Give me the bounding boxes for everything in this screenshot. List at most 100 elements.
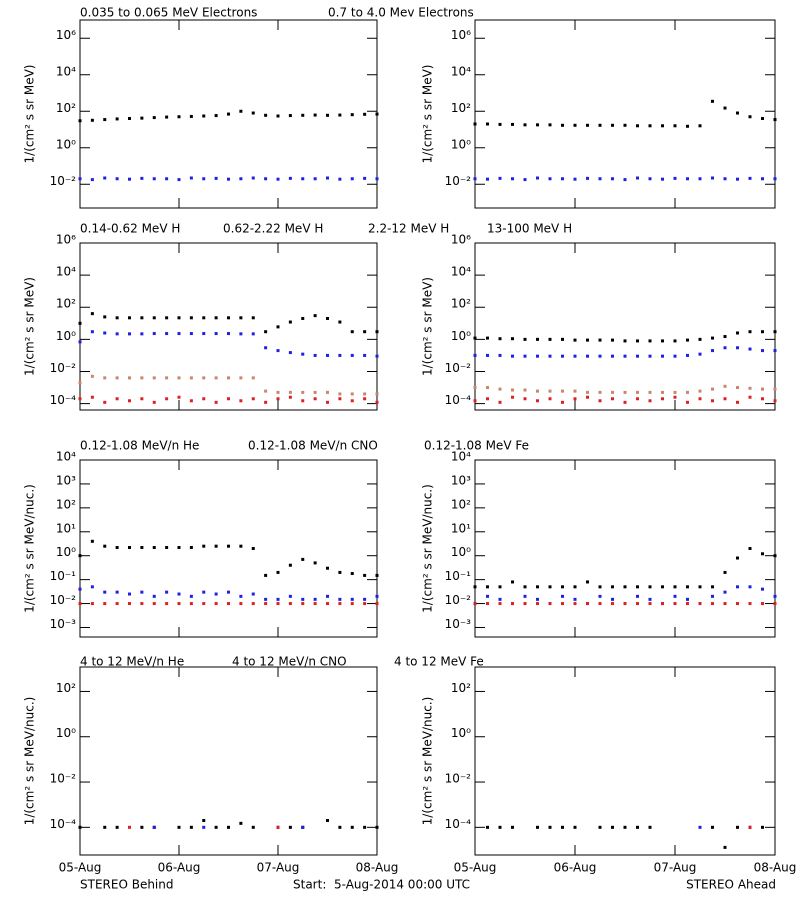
y-tick-label: 10² [451, 297, 471, 311]
data-point [686, 124, 689, 128]
data-point [561, 123, 564, 127]
data-point [598, 825, 602, 829]
data-point [239, 602, 243, 606]
y-axis-label: 1/(cm² s sr MeV) [421, 277, 435, 376]
data-point [536, 123, 539, 127]
data-point [698, 585, 702, 589]
data-point [338, 397, 342, 401]
data-point [363, 825, 367, 829]
data-point [586, 602, 589, 606]
data-point [498, 825, 502, 829]
y-axis-label: 1/(cm² s sr MeV/nuc.) [421, 484, 435, 613]
data-point [103, 400, 107, 404]
data-point [673, 339, 677, 343]
data-point [264, 177, 268, 181]
data-point [661, 177, 664, 181]
data-point [636, 594, 639, 598]
data-point [375, 594, 379, 598]
data-point [165, 590, 169, 594]
data-point [486, 177, 489, 181]
data-point [611, 354, 614, 358]
data-point [78, 381, 82, 385]
data-point [548, 123, 552, 127]
y-tick-label: 10⁰ [56, 545, 76, 559]
y-axis-label: 1/(cm² s sr MeV/nuc.) [421, 697, 435, 826]
data-point [140, 397, 144, 401]
plot-frame [474, 19, 776, 209]
data-point [511, 580, 514, 584]
y-tick-label: 10² [56, 681, 76, 695]
data-point [623, 400, 627, 404]
data-point [90, 539, 94, 543]
y-tick-label: 10² [56, 101, 76, 115]
data-point [202, 819, 206, 823]
data-point [611, 597, 614, 601]
data-point [473, 336, 477, 340]
plot-frame [79, 666, 378, 856]
data-point [548, 602, 552, 606]
data-point [264, 113, 268, 117]
legend-entry: 4 to 12 MeV Fe [394, 655, 484, 669]
data-point [78, 554, 82, 558]
data-point [473, 177, 477, 181]
data-point [673, 585, 677, 589]
data-point [548, 337, 552, 341]
data-point [301, 825, 305, 829]
data-point [350, 399, 354, 403]
data-point [711, 99, 714, 103]
data-point [115, 332, 119, 336]
data-point [711, 399, 714, 403]
data-point [748, 115, 752, 119]
data-point [573, 602, 577, 606]
data-point [115, 316, 119, 320]
data-point [586, 176, 589, 180]
data-point [611, 602, 614, 606]
data-point [152, 177, 156, 181]
data-point [363, 176, 367, 180]
data-point [375, 330, 379, 334]
data-point [536, 176, 539, 180]
data-point [598, 390, 602, 394]
data-point [78, 340, 82, 344]
data-point [523, 354, 527, 358]
data-point [736, 585, 739, 589]
x-tick-label: 08-Aug [356, 861, 399, 875]
data-point [140, 546, 144, 550]
data-point [723, 177, 727, 181]
data-point [748, 547, 752, 550]
y-tick-label: 10⁰ [451, 329, 471, 343]
data-point [326, 566, 329, 570]
data-point [251, 825, 255, 829]
data-point [511, 177, 514, 181]
y-tick-label: 10³ [56, 473, 76, 487]
data-point [698, 124, 702, 128]
data-point [90, 602, 94, 606]
data-point [338, 392, 342, 396]
data-point [301, 352, 305, 356]
data-point [648, 597, 652, 601]
data-point [338, 113, 342, 117]
y-tick-label: 10⁴ [56, 64, 76, 78]
data-point [264, 573, 268, 577]
data-point [761, 387, 764, 391]
data-point [773, 177, 777, 181]
data-point [165, 546, 169, 550]
data-point [152, 602, 156, 606]
data-point [486, 336, 489, 340]
data-point [573, 397, 577, 401]
data-point [338, 177, 342, 181]
data-point [239, 177, 243, 181]
data-point [288, 602, 292, 606]
data-point [301, 602, 305, 606]
data-point [598, 338, 602, 342]
data-point [748, 330, 752, 334]
data-point [498, 597, 502, 601]
data-point [723, 397, 727, 401]
y-tick-label: 10² [451, 497, 471, 511]
data-point [586, 580, 589, 584]
data-point [375, 825, 379, 829]
data-point [486, 585, 489, 589]
footer-center: Start: 5-Aug-2014 00:00 UTC [293, 878, 470, 892]
data-point [736, 825, 739, 829]
data-point [723, 570, 727, 574]
